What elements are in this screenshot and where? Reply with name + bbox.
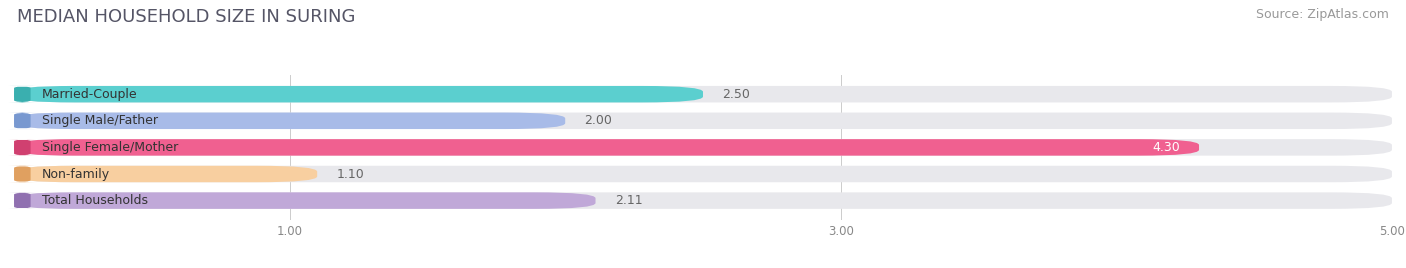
Text: 2.11: 2.11 — [614, 194, 643, 207]
Text: Total Households: Total Households — [42, 194, 148, 207]
Text: 2.00: 2.00 — [585, 114, 613, 127]
FancyBboxPatch shape — [14, 113, 1392, 129]
Text: 2.50: 2.50 — [723, 88, 751, 101]
Text: Non-family: Non-family — [42, 168, 110, 181]
FancyBboxPatch shape — [8, 86, 37, 102]
FancyBboxPatch shape — [14, 192, 1392, 209]
Text: 1.10: 1.10 — [336, 168, 364, 181]
FancyBboxPatch shape — [14, 139, 1199, 156]
FancyBboxPatch shape — [8, 139, 37, 156]
FancyBboxPatch shape — [14, 86, 1392, 102]
FancyBboxPatch shape — [8, 113, 37, 129]
Text: Single Female/Mother: Single Female/Mother — [42, 141, 179, 154]
Text: MEDIAN HOUSEHOLD SIZE IN SURING: MEDIAN HOUSEHOLD SIZE IN SURING — [17, 8, 356, 26]
FancyBboxPatch shape — [14, 139, 1392, 156]
Text: 4.30: 4.30 — [1152, 141, 1180, 154]
FancyBboxPatch shape — [14, 192, 596, 209]
Text: Source: ZipAtlas.com: Source: ZipAtlas.com — [1256, 8, 1389, 21]
FancyBboxPatch shape — [14, 166, 318, 182]
Text: Single Male/Father: Single Male/Father — [42, 114, 157, 127]
FancyBboxPatch shape — [8, 166, 37, 182]
Text: Married-Couple: Married-Couple — [42, 88, 138, 101]
FancyBboxPatch shape — [14, 166, 1392, 182]
FancyBboxPatch shape — [8, 192, 37, 209]
FancyBboxPatch shape — [14, 113, 565, 129]
FancyBboxPatch shape — [14, 86, 703, 102]
